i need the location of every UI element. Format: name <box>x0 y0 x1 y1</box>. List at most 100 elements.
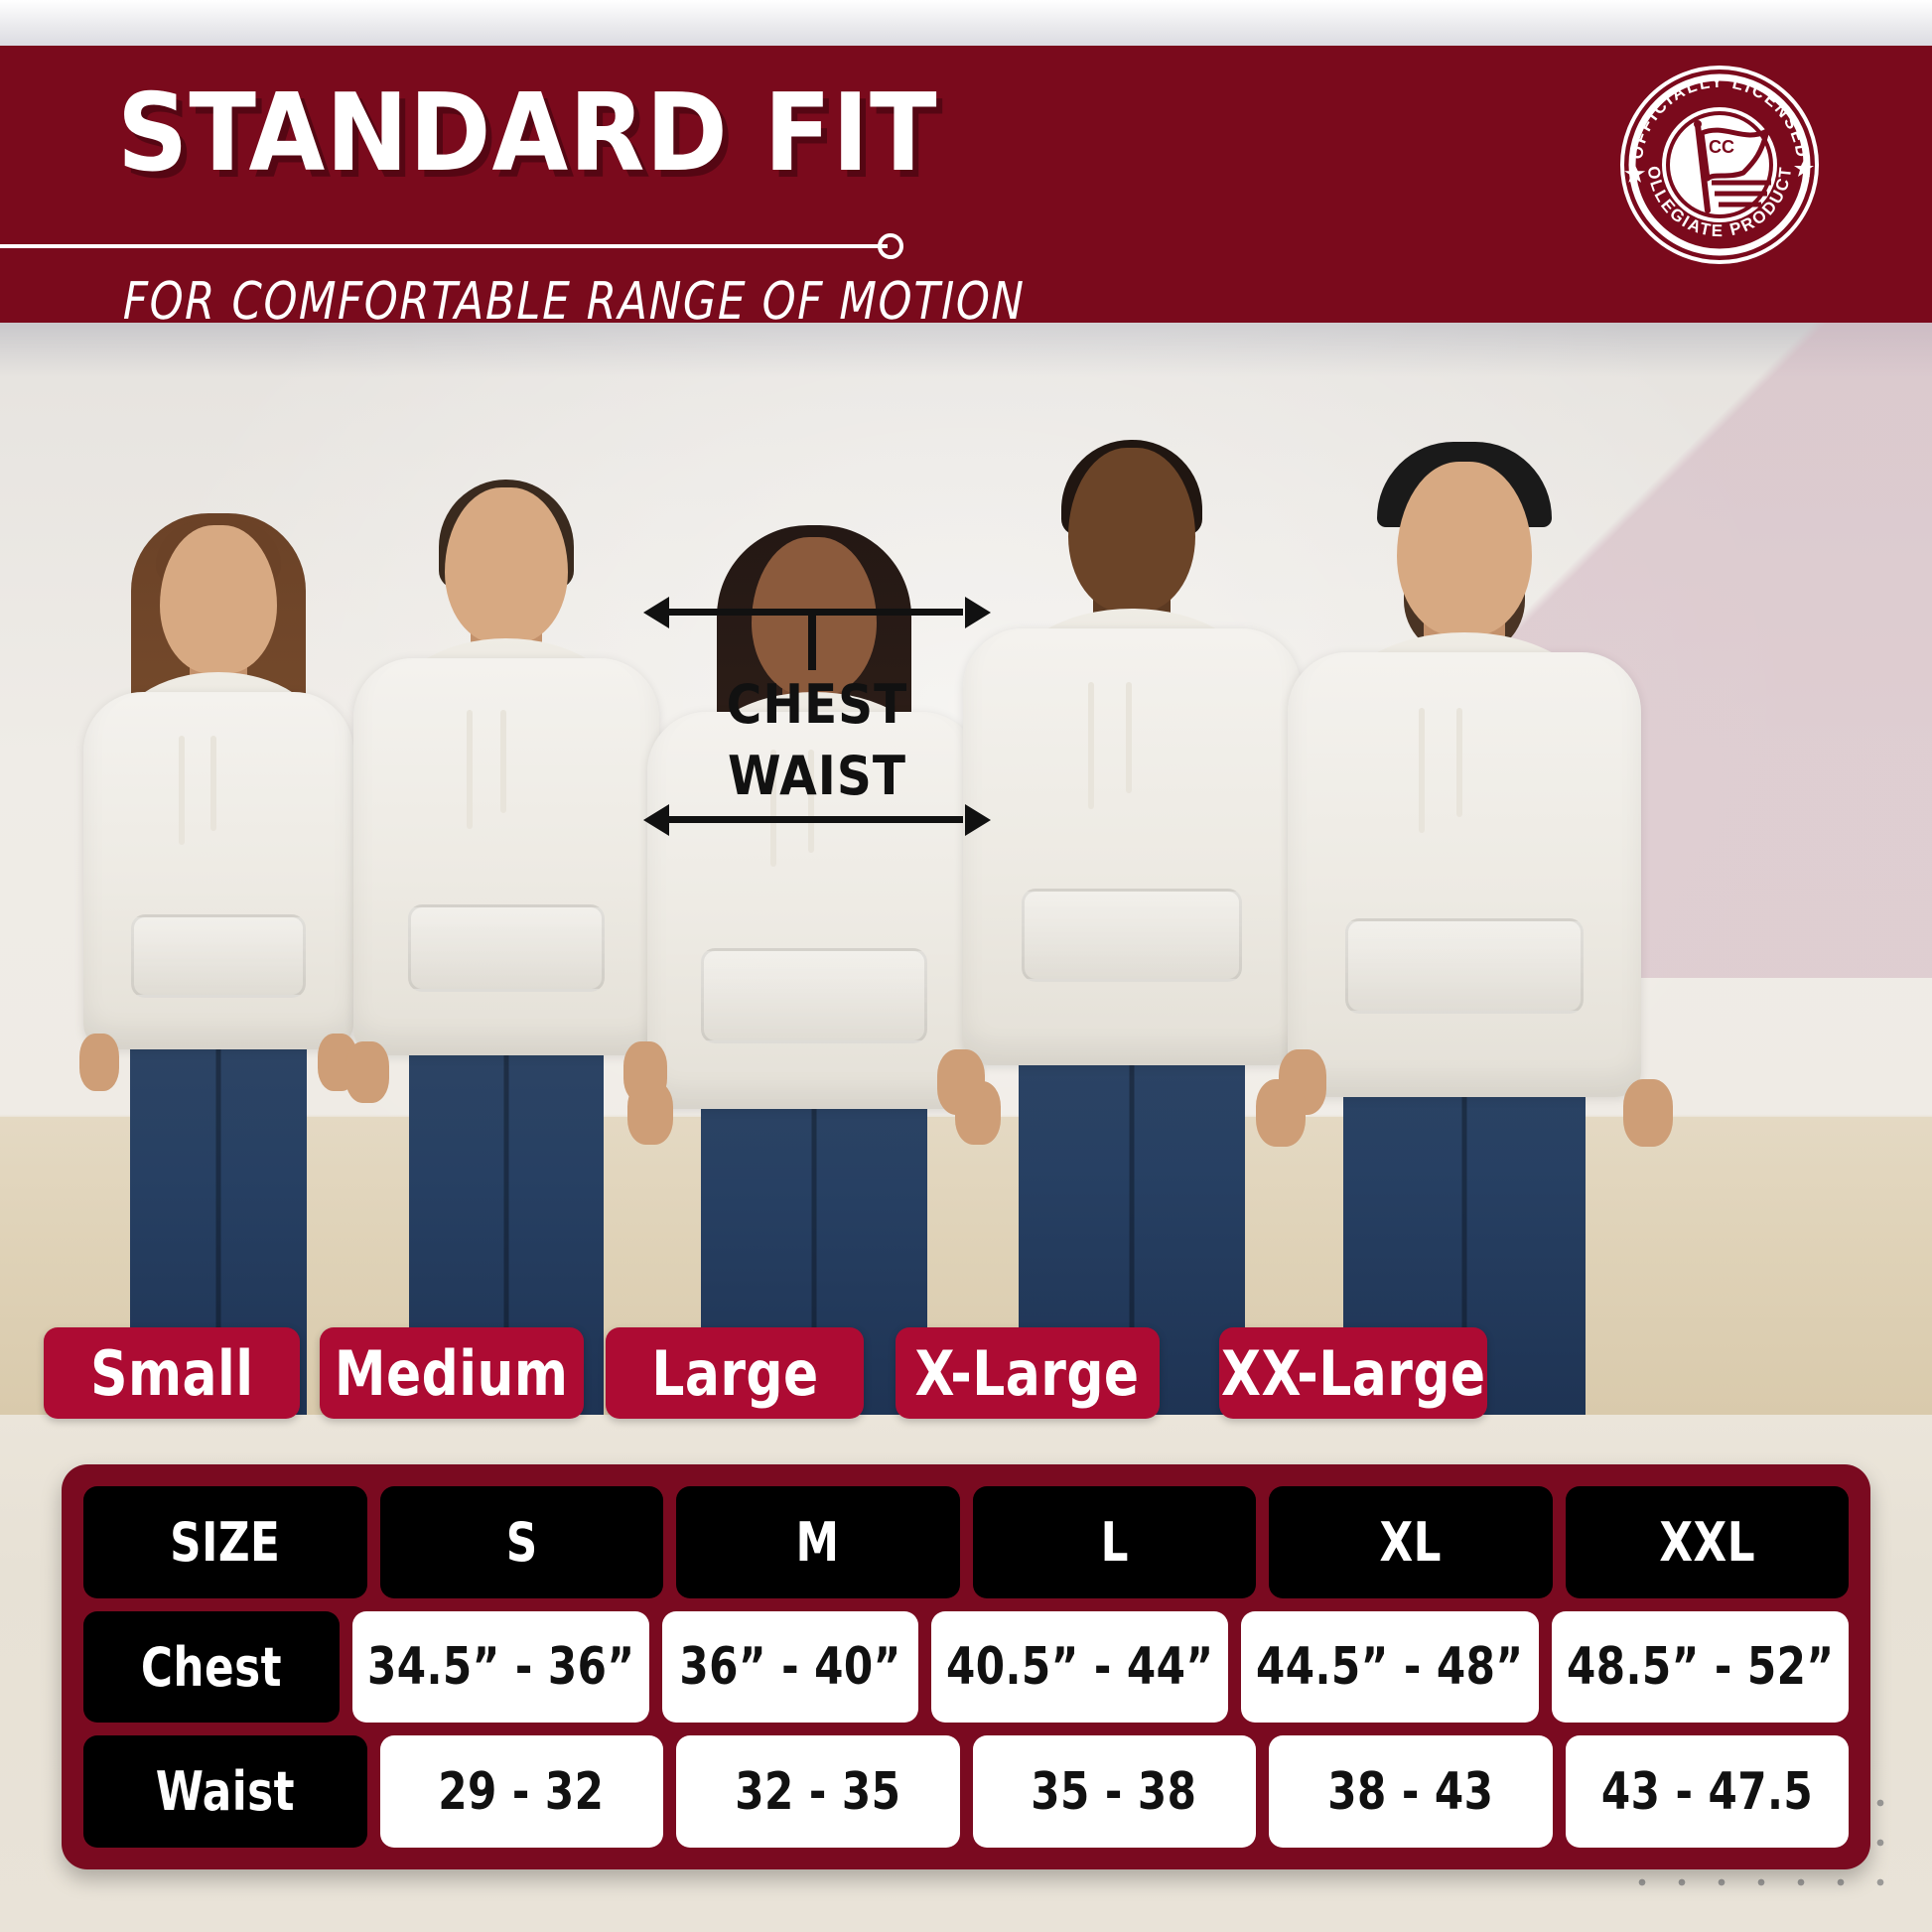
hoodie <box>963 628 1301 1065</box>
chest-value-xl: 44.5” - 48” <box>1241 1610 1539 1724</box>
hand-left <box>345 1041 389 1103</box>
size-badge-x-large[interactable]: X-Large <box>896 1327 1160 1419</box>
chest-label: CHEST <box>726 673 908 736</box>
drawstring-left <box>1419 708 1425 833</box>
cell-text: 34.5” - 36” <box>366 1637 635 1697</box>
waist-arrow-head-right-icon <box>965 804 991 836</box>
chest-tick <box>808 609 816 670</box>
table-row-chest: Chest 34.5” - 36” 36” - 40” 40.5” - 44” … <box>83 1610 1849 1724</box>
hoodie <box>353 658 659 1055</box>
cell-text: 35 - 38 <box>1031 1761 1197 1822</box>
size-badge-label: XX-Large <box>1220 1336 1486 1410</box>
drawstring-right <box>500 710 506 813</box>
size-badge-label: X-Large <box>914 1336 1141 1410</box>
table-header-cell-size: SIZE <box>83 1486 367 1598</box>
cell-text: S <box>505 1510 538 1574</box>
head <box>1068 448 1195 613</box>
waist-arrow-head-left-icon <box>643 804 669 836</box>
waist-arrow-line <box>669 816 963 823</box>
table-header-cell-m: M <box>676 1486 960 1598</box>
cell-text: Waist <box>155 1760 295 1824</box>
kangaroo-pocket <box>1345 918 1584 1014</box>
model-xx-large <box>1246 422 1683 1415</box>
waist-measure-annotation: WAIST <box>643 745 991 854</box>
size-badge-large[interactable]: Large <box>606 1327 864 1419</box>
drawstring-right <box>1456 708 1462 817</box>
waist-value-s: 29 - 32 <box>379 1735 663 1849</box>
cell-text: XXL <box>1658 1510 1755 1574</box>
cell-text: Chest <box>140 1635 282 1699</box>
cell-text: 43 - 47.5 <box>1600 1761 1813 1822</box>
waist-value-xxl: 43 - 47.5 <box>1565 1735 1849 1849</box>
table-row-waist: Waist 29 - 32 32 - 35 35 - 38 38 - 43 43… <box>83 1735 1849 1849</box>
drawstring-right <box>210 736 216 831</box>
cell-text: 32 - 35 <box>735 1761 901 1822</box>
rule-line <box>0 244 888 248</box>
size-badge-label: Large <box>650 1336 819 1410</box>
cell-text: 38 - 43 <box>1327 1761 1494 1822</box>
head <box>160 525 277 674</box>
cell-text: XL <box>1379 1510 1442 1574</box>
chest-value-s: 34.5” - 36” <box>351 1610 649 1724</box>
row-label-waist: Waist <box>83 1735 367 1849</box>
chest-arrow-line <box>669 609 963 616</box>
drawstring-right <box>1126 682 1132 793</box>
head <box>445 487 568 644</box>
cell-text: 36” - 40” <box>679 1637 901 1697</box>
model-x-large <box>923 422 1340 1415</box>
waist-label: WAIST <box>728 745 906 807</box>
table-header-cell-s: S <box>379 1486 663 1598</box>
title-underline-rule <box>0 233 913 259</box>
kangaroo-pocket <box>131 914 306 998</box>
table-header-row: SIZE S M L XL XXL <box>83 1486 1849 1598</box>
waist-value-l: 35 - 38 <box>972 1735 1256 1849</box>
kangaroo-pocket <box>701 948 927 1043</box>
hand-left <box>627 1081 673 1145</box>
drawstring-left <box>467 710 473 829</box>
size-badge-medium[interactable]: Medium <box>320 1327 584 1419</box>
chest-value-m: 36” - 40” <box>662 1610 918 1724</box>
hand-right <box>1623 1079 1673 1147</box>
head <box>1397 462 1532 636</box>
cell-text: 48.5” - 52” <box>1566 1637 1835 1697</box>
size-badge-label: Medium <box>335 1336 569 1410</box>
chest-value-xxl: 48.5” - 52” <box>1551 1610 1849 1724</box>
cell-text: 40.5” - 44” <box>945 1637 1214 1697</box>
models-photo-strip: CHEST WAIST <box>0 323 1932 1415</box>
size-badges-row: Small Medium Large X-Large XX-Large <box>0 1327 1932 1419</box>
hoodie <box>647 712 981 1109</box>
hoodie <box>1288 652 1641 1097</box>
chest-value-l: 40.5” - 44” <box>930 1610 1228 1724</box>
cell-text: 29 - 32 <box>438 1761 605 1822</box>
size-badge-small[interactable]: Small <box>44 1327 300 1419</box>
kangaroo-pocket <box>408 904 605 992</box>
hand-left <box>1256 1079 1306 1147</box>
size-badge-label: Small <box>89 1336 254 1410</box>
hand-left <box>937 1049 985 1115</box>
rule-endpoint-dot-icon <box>878 233 903 259</box>
row-label-chest: Chest <box>83 1610 340 1724</box>
chest-arrow-head-left-icon <box>643 597 669 628</box>
cell-text: 44.5” - 48” <box>1255 1637 1524 1697</box>
drawstring-left <box>770 750 776 867</box>
table-header-cell-l: L <box>972 1486 1256 1598</box>
hoodie <box>83 692 353 1049</box>
cell-text: L <box>1100 1510 1129 1574</box>
drawstring-left <box>1088 682 1094 809</box>
cell-text: SIZE <box>170 1510 281 1574</box>
chest-arrow-head-right-icon <box>965 597 991 628</box>
svg-text:CC: CC <box>1709 137 1734 157</box>
cell-text: M <box>795 1510 840 1574</box>
chest-measure-annotation: CHEST <box>643 596 991 736</box>
table-header-cell-xl: XL <box>1269 1486 1553 1598</box>
size-badge-xx-large[interactable]: XX-Large <box>1219 1327 1487 1419</box>
top-gradient-strip <box>0 0 1932 46</box>
page-subtitle: FOR COMFORTABLE RANGE OF MOTION <box>122 272 1027 323</box>
size-table: SIZE S M L XL XXL Chest 34.5” - 36” 36” … <box>83 1486 1849 1849</box>
page-title: STANDARD FIT <box>117 71 938 196</box>
waist-value-m: 32 - 35 <box>676 1735 960 1849</box>
model-small <box>60 422 377 1415</box>
drawstring-left <box>179 736 185 845</box>
table-header-cell-xxl: XXL <box>1565 1486 1849 1598</box>
